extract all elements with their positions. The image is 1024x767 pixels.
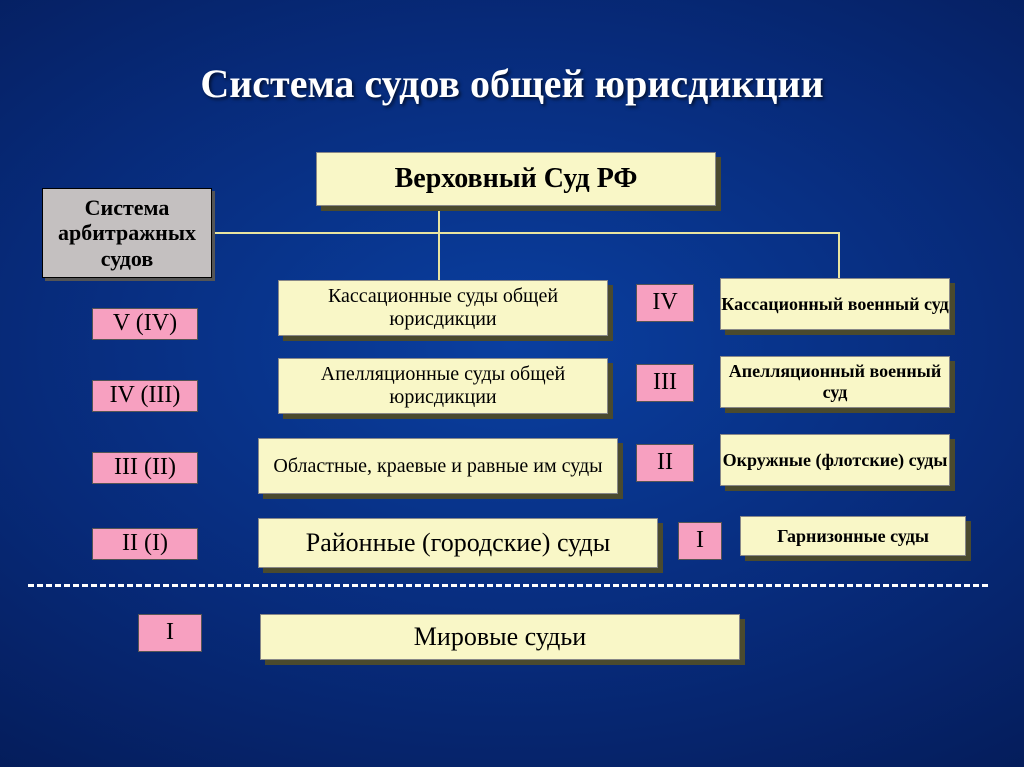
left-roman-1-label: V (IV) — [113, 310, 177, 338]
right-roman-3: II — [636, 444, 694, 482]
district-mil-label: Окружные (флотские) суды — [723, 450, 948, 471]
left-roman-5-label: I — [166, 619, 174, 647]
regional-center: Областные, краевые и равные им суды — [258, 438, 618, 494]
supreme-court-box: Верховный Суд РФ — [316, 152, 716, 206]
appeal-center: Апелляционные суды общей юрисдикции — [278, 358, 608, 414]
right-roman-4: I — [678, 522, 722, 560]
supreme-court-label: Верховный Суд РФ — [395, 163, 638, 195]
right-roman-4-label: I — [696, 527, 704, 555]
cassation-mil-label: Кассационный военный суд — [721, 294, 948, 315]
right-roman-1-label: IV — [652, 289, 677, 317]
dashed-divider — [28, 584, 988, 587]
left-roman-1: V (IV) — [92, 308, 198, 340]
district-center: Районные (городские) суды — [258, 518, 658, 568]
right-roman-1: IV — [636, 284, 694, 322]
cassation-center-label: Кассационные суды общей юрисдикции — [279, 285, 607, 331]
connector-sup-stub — [438, 206, 440, 232]
cassation-center: Кассационные суды общей юрисдикции — [278, 280, 608, 336]
slide-title: Система судов общей юрисдикции — [0, 60, 1024, 107]
district-mil: Окружные (флотские) суды — [720, 434, 950, 486]
left-roman-3-label: III (II) — [114, 454, 176, 482]
garrison-label: Гарнизонные суды — [777, 526, 929, 547]
right-roman-2: III — [636, 364, 694, 402]
connector-top — [128, 232, 840, 234]
arbitration-label: Система арбитражных судов — [43, 195, 211, 271]
appeal-mil-label: Апелляционный военный суд — [721, 361, 949, 402]
slide-root: Система судов общей юрисдикции Верховный… — [0, 0, 1024, 767]
left-roman-5: I — [138, 614, 202, 652]
regional-center-label: Областные, краевые и равные им суды — [273, 455, 602, 478]
appeal-mil: Апелляционный военный суд — [720, 356, 950, 408]
right-roman-3-label: II — [657, 449, 673, 477]
right-roman-2-label: III — [653, 369, 677, 397]
left-roman-3: III (II) — [92, 452, 198, 484]
connector-right — [838, 232, 840, 278]
arbitration-box: Система арбитражных судов — [42, 188, 212, 278]
cassation-mil: Кассационный военный суд — [720, 278, 950, 330]
district-center-label: Районные (городские) суды — [306, 528, 610, 558]
magistrates-center: Мировые судьи — [260, 614, 740, 660]
left-roman-4-label: II (I) — [122, 530, 168, 558]
left-roman-2: IV (III) — [92, 380, 198, 412]
appeal-center-label: Апелляционные суды общей юрисдикции — [279, 363, 607, 409]
left-roman-4: II (I) — [92, 528, 198, 560]
garrison: Гарнизонные суды — [740, 516, 966, 556]
left-roman-2-label: IV (III) — [110, 382, 181, 410]
magistrates-center-label: Мировые судьи — [414, 622, 586, 652]
